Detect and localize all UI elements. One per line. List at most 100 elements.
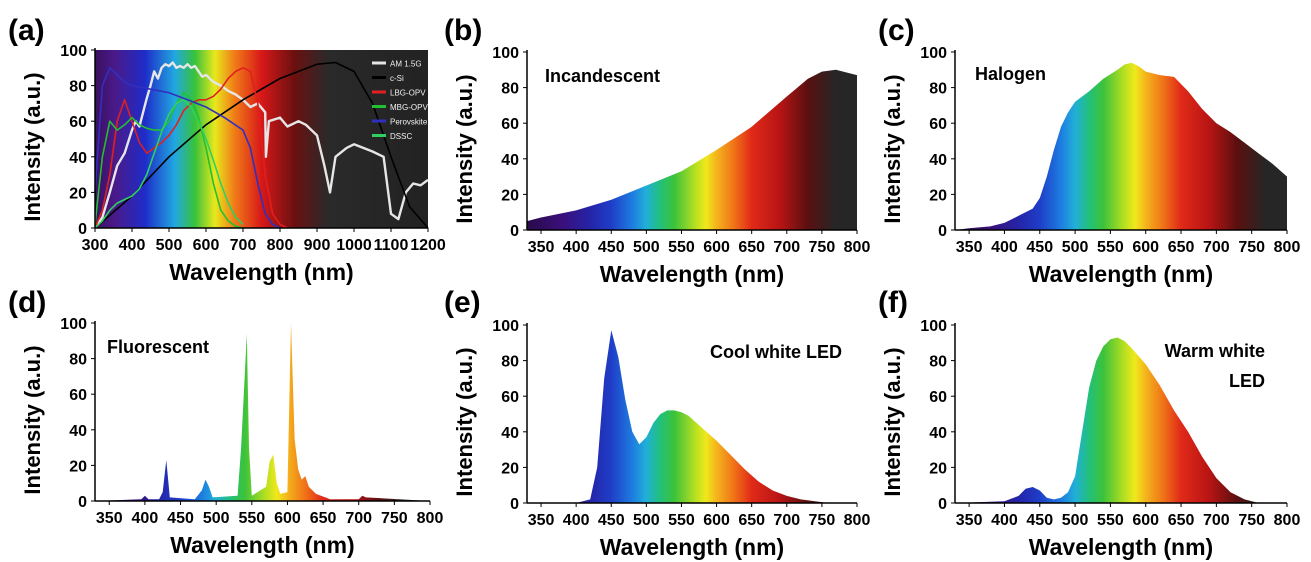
y-tick-label: 80 <box>929 81 947 98</box>
x-tick-label: 300 <box>82 237 109 254</box>
x-tick-label: 650 <box>738 512 765 529</box>
y-tick-label: 80 <box>69 79 87 96</box>
x-tick-label: 800 <box>1274 239 1301 256</box>
y-tick-label: 100 <box>920 318 947 335</box>
y-axis-title: Intensity (a.u.) <box>880 74 905 223</box>
spectrum-area <box>955 62 1287 231</box>
x-tick-label: 650 <box>738 239 765 256</box>
x-tick-label: 700 <box>1203 512 1230 529</box>
y-tick-label: 60 <box>69 114 87 131</box>
chart-panel-e: Cool white LED(e)350 400 450 500 550 600 650 70… <box>444 286 870 560</box>
x-tick-label: 500 <box>1062 239 1089 256</box>
x-tick-label: 500 <box>156 237 183 254</box>
x-tick-label: 600 <box>1132 512 1159 529</box>
x-tick-label: 700 <box>773 239 800 256</box>
panel-label: (e) <box>444 286 481 319</box>
x-tick-label: 700 <box>1203 239 1230 256</box>
legend-entry: LBG-OPV <box>390 89 426 98</box>
x-axis-title: Wavelength (nm) <box>1029 261 1213 287</box>
y-tick-label: 60 <box>929 116 947 133</box>
chart-panel-a: AM 1.5G c-Si LBG-OPV MBG-OPV Perovskite DSSC (… <box>8 14 446 285</box>
y-tick-label: 20 <box>929 460 947 477</box>
x-tick-label: 800 <box>267 237 294 254</box>
x-axis-title: Wavelength (nm) <box>170 532 354 558</box>
y-tick-label: 60 <box>929 389 947 406</box>
legend-entry: Perovskite <box>390 118 428 127</box>
x-tick-label: 1200 <box>410 237 446 254</box>
y-tick-label: 100 <box>492 45 519 62</box>
x-tick-label: 500 <box>203 510 230 527</box>
y-axis-title: Intensity (a.u.) <box>20 72 45 221</box>
y-tick-label: 40 <box>929 425 947 442</box>
x-tick-label: 1000 <box>336 237 372 254</box>
y-tick-label: 80 <box>501 354 519 371</box>
x-tick-label: 400 <box>119 237 146 254</box>
chart-panel-c: Halogen(c)350 400 450 500 550 600 650 700 750 800… <box>878 14 1300 287</box>
x-tick-label: 350 <box>956 512 983 529</box>
legend-entry: c-Si <box>390 74 404 83</box>
x-tick-label: 600 <box>193 237 220 254</box>
x-tick-label: 750 <box>381 510 408 527</box>
y-tick-label: 0 <box>938 223 947 240</box>
annotation-label: Cool white LED <box>710 342 842 362</box>
x-tick-label: 600 <box>1132 239 1159 256</box>
y-tick-label: 20 <box>501 187 519 204</box>
x-tick-label: 350 <box>528 512 555 529</box>
x-tick-label: 400 <box>563 239 590 256</box>
y-tick-label: 0 <box>78 494 87 511</box>
panel-label: (c) <box>878 14 915 47</box>
x-tick-label: 700 <box>230 237 257 254</box>
x-tick-label: 550 <box>1097 512 1124 529</box>
y-tick-label: 40 <box>69 423 87 440</box>
panel-label: (f) <box>878 286 908 319</box>
x-tick-label: 550 <box>238 510 265 527</box>
y-tick-label: 40 <box>69 150 87 167</box>
x-tick-label: 650 <box>1168 512 1195 529</box>
y-tick-label: 20 <box>69 458 87 475</box>
legend-entry: DSSC <box>390 132 412 141</box>
x-tick-label: 450 <box>598 512 625 529</box>
series-line-am-1-5g <box>94 61 429 229</box>
x-tick-label: 500 <box>633 512 660 529</box>
x-tick-label: 400 <box>991 512 1018 529</box>
x-tick-label: 450 <box>1026 512 1053 529</box>
y-tick-label: 40 <box>501 152 519 169</box>
y-tick-label: 100 <box>60 316 87 333</box>
y-tick-label: 80 <box>501 81 519 98</box>
series-line-mbg-opv <box>94 91 244 229</box>
chart-panel-d: Fluorescent(d)350 400 450 500 550 600 650 700 75… <box>8 286 443 558</box>
x-tick-label: 350 <box>956 239 983 256</box>
legend: AM 1.5G c-Si LBG-OPV MBG-OPV Perovskite DSSC <box>372 60 428 141</box>
y-tick-label: 20 <box>929 187 947 204</box>
x-tick-label: 400 <box>991 239 1018 256</box>
x-tick-label: 400 <box>132 510 159 527</box>
x-tick-label: 750 <box>1238 512 1265 529</box>
x-tick-label: 750 <box>1238 239 1265 256</box>
x-tick-label: 450 <box>167 510 194 527</box>
series-line-dssc <box>94 99 244 229</box>
x-tick-label: 1100 <box>374 237 409 254</box>
spectrum-area <box>527 330 857 503</box>
x-axis-title: Wavelength (nm) <box>1029 534 1213 560</box>
legend-entry: MBG-OPV <box>390 103 428 112</box>
x-tick-label: 550 <box>668 239 695 256</box>
x-tick-label: 550 <box>668 512 695 529</box>
legend-entry: AM 1.5G <box>390 60 422 69</box>
x-tick-label: 600 <box>703 512 730 529</box>
y-axis-title: Intensity (a.u.) <box>20 345 45 494</box>
x-axis-title: Wavelength (nm) <box>600 261 784 287</box>
annotation-label: Incandescent <box>545 66 660 86</box>
panel-label: (a) <box>8 14 45 47</box>
x-tick-label: 700 <box>773 512 800 529</box>
x-tick-label: 500 <box>1062 512 1089 529</box>
x-tick-label: 400 <box>563 512 590 529</box>
y-tick-label: 80 <box>929 354 947 371</box>
x-tick-label: 650 <box>310 510 337 527</box>
panel-label: (d) <box>8 286 46 319</box>
spectrum-area <box>527 69 857 230</box>
y-tick-label: 40 <box>501 425 519 442</box>
y-tick-label: 0 <box>510 496 519 513</box>
x-tick-label: 750 <box>809 239 836 256</box>
x-tick-label: 800 <box>1274 512 1301 529</box>
